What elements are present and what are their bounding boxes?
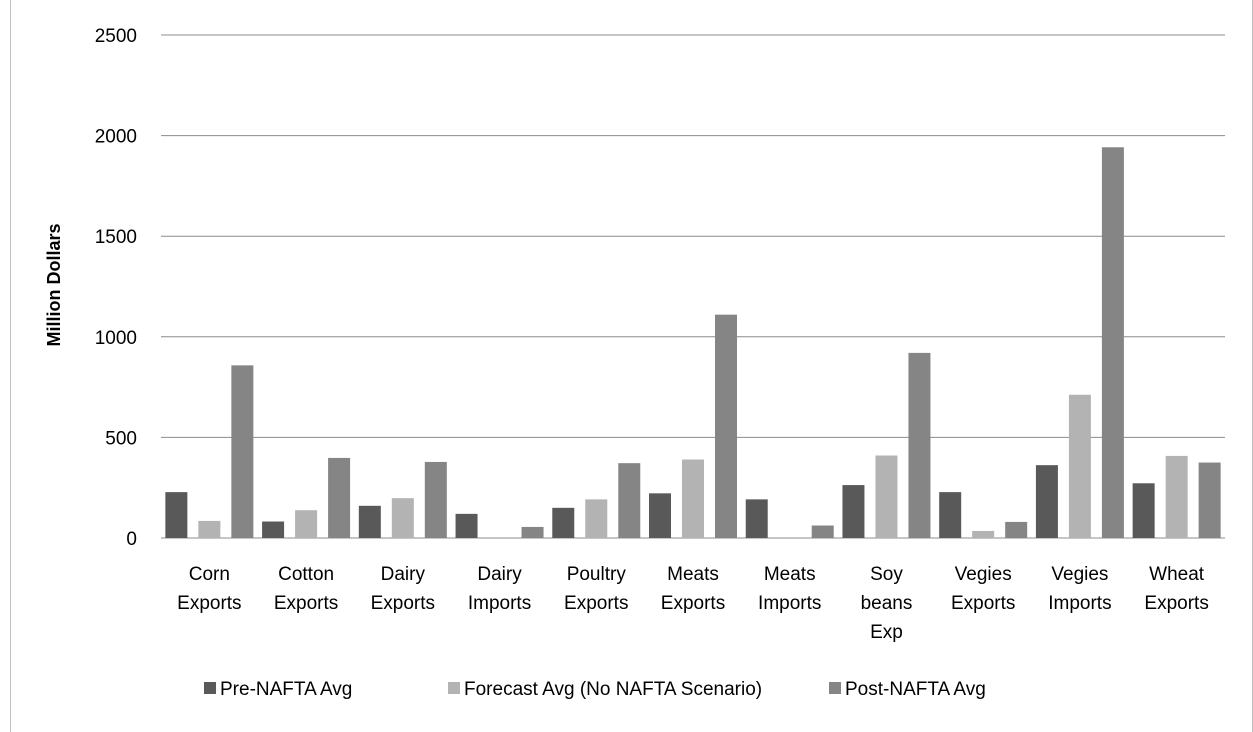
bar-3-1 [231, 365, 254, 538]
y-axis-ticks: 0 500 1000 1500 2000 2500 [95, 26, 137, 550]
x-tick-label: Cotton [278, 564, 334, 585]
bar-1-3 [358, 505, 381, 538]
bar-1-1 [165, 492, 188, 538]
bar-2-11 [1165, 455, 1188, 538]
bar-2-8 [875, 455, 898, 538]
x-tick-label: Dairy [381, 564, 426, 585]
legend-swatch-3 [829, 682, 841, 694]
x-tick-label: Imports [468, 593, 531, 614]
y-tick-label: 500 [105, 428, 137, 449]
y-tick-label: 1000 [95, 328, 137, 349]
bar-3-3 [424, 461, 447, 538]
legend-label-2: Forecast Avg (No NAFTA Scenario) [464, 679, 762, 700]
x-tick-label: Meats [764, 564, 816, 585]
bar-1-11 [1132, 483, 1155, 538]
y-axis-title: Million Dollars [44, 223, 64, 346]
x-tick-label: Exports [371, 593, 435, 614]
x-axis-labels: Corn Exports Cotton Exports Dairy Exports Dair… [177, 564, 1209, 643]
x-tick-label: beans [861, 593, 913, 614]
bar-1-8 [842, 485, 865, 538]
x-tick-label: Corn [189, 564, 230, 585]
bar-3-2 [328, 457, 351, 538]
bar-3-8 [908, 352, 931, 538]
bar-2-6 [682, 459, 704, 538]
legend: Pre-NAFTA Avg Forecast Avg (No NAFTA Scen… [204, 679, 986, 700]
bar-1-5 [552, 507, 575, 538]
x-tick-label: Exports [1144, 593, 1208, 614]
x-tick-label: Exports [564, 593, 628, 614]
legend-swatch-2 [448, 682, 460, 694]
bar-2-10 [1068, 394, 1091, 538]
x-tick-label: Wheat [1149, 564, 1205, 585]
x-tick-label: Imports [758, 593, 821, 614]
x-tick-label: Exports [661, 593, 725, 614]
bar-3-9 [1005, 521, 1028, 538]
bar-2-3 [391, 498, 414, 538]
y-tick-label: 1500 [95, 227, 137, 248]
y-tick-label: 2500 [95, 26, 137, 47]
bars [165, 147, 1221, 538]
x-tick-label: Exports [274, 593, 338, 614]
x-tick-label: Exports [951, 593, 1015, 614]
bar-1-9 [939, 492, 962, 538]
x-tick-label: Meats [667, 564, 719, 585]
bar-2-5 [585, 499, 608, 538]
bar-2-1 [198, 520, 221, 538]
bar-1-6 [649, 493, 671, 538]
bar-3-10 [1101, 147, 1124, 538]
bar-chart: 0 500 1000 1500 2000 2500 Corn Exports Cotton Ex… [44, 26, 1225, 700]
bar-1-10 [1035, 465, 1058, 538]
x-tick-label: Vegies [955, 564, 1012, 585]
bar-2-9 [972, 530, 995, 538]
bar-1-7 [745, 499, 768, 538]
x-tick-label: Soy [870, 564, 903, 585]
x-tick-label: Exp [870, 622, 903, 643]
x-tick-label: Poultry [567, 564, 627, 585]
bar-3-6 [715, 314, 737, 538]
bar-3-11 [1198, 462, 1221, 538]
x-tick-label: Exports [177, 593, 241, 614]
x-tick-label: Imports [1048, 593, 1111, 614]
bar-1-4 [455, 513, 478, 538]
y-tick-label: 2000 [95, 127, 137, 148]
bar-1-2 [262, 521, 285, 538]
x-tick-label: Vegies [1051, 564, 1108, 585]
x-tick-label: Dairy [477, 564, 522, 585]
bar-3-7 [811, 525, 834, 538]
bar-3-4 [521, 526, 544, 538]
chart-frame: 0 500 1000 1500 2000 2500 Corn Exports Cotton Ex… [10, 0, 1253, 732]
legend-label-3: Post-NAFTA Avg [845, 679, 986, 700]
legend-label-1: Pre-NAFTA Avg [220, 679, 352, 700]
bar-3-5 [618, 463, 641, 538]
legend-swatch-1 [204, 682, 216, 694]
bar-2-2 [295, 510, 318, 538]
y-tick-label: 0 [126, 529, 137, 550]
